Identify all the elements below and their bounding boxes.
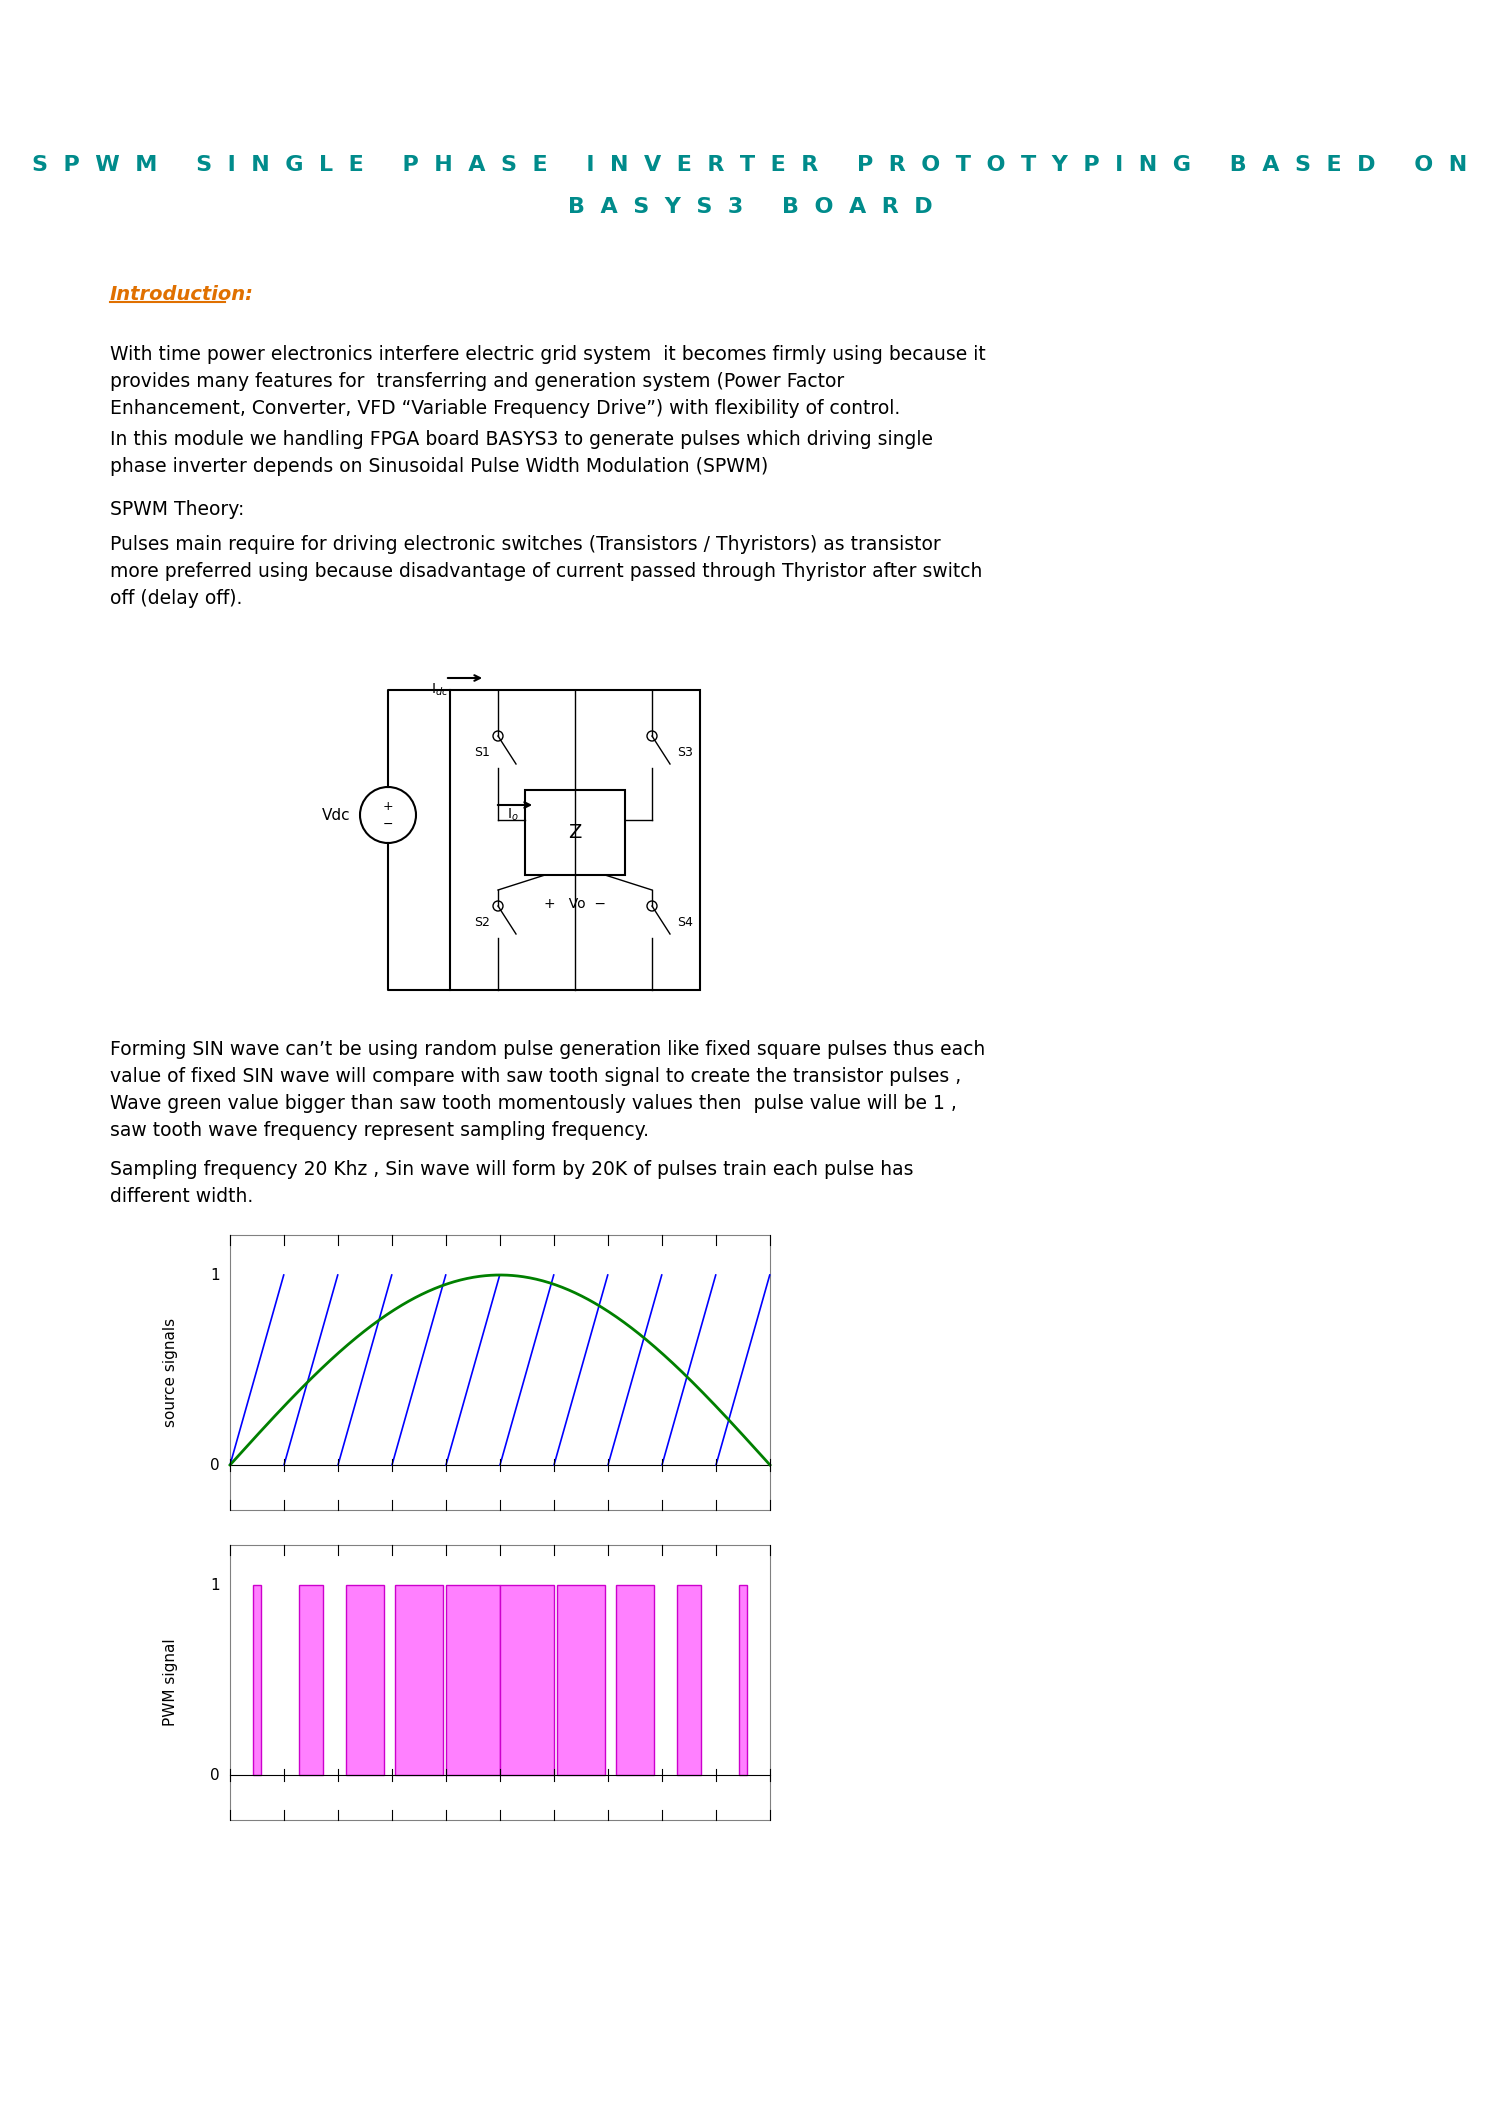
Bar xyxy=(501,1585,554,1774)
Text: phase inverter depends on Sinusoidal Pulse Width Modulation (SPWM): phase inverter depends on Sinusoidal Pul… xyxy=(110,456,768,475)
Text: In this module we handling FPGA board BASYS3 to generate pulses which driving si: In this module we handling FPGA board BA… xyxy=(110,431,933,450)
Text: 0: 0 xyxy=(210,1458,220,1473)
Text: S1: S1 xyxy=(474,747,490,760)
Bar xyxy=(556,1585,604,1774)
Text: off (delay off).: off (delay off). xyxy=(110,590,243,609)
Bar xyxy=(254,1585,261,1774)
Bar xyxy=(525,789,626,874)
Bar xyxy=(450,690,700,991)
Bar xyxy=(676,1585,702,1774)
Text: B  A  S  Y  S  3     B  O  A  R  D: B A S Y S 3 B O A R D xyxy=(567,197,933,216)
Text: Introduction:: Introduction: xyxy=(110,284,254,303)
Text: different width.: different width. xyxy=(110,1186,254,1205)
Text: +   Vo  −: + Vo − xyxy=(544,898,606,910)
Text: 1: 1 xyxy=(210,1267,220,1282)
Text: Sampling frequency 20 Khz , Sin wave will form by 20K of pulses train each pulse: Sampling frequency 20 Khz , Sin wave wil… xyxy=(110,1161,914,1180)
Text: Z: Z xyxy=(568,823,582,842)
Text: −: − xyxy=(382,817,393,830)
Bar xyxy=(447,1585,500,1774)
Text: Vdc: Vdc xyxy=(321,808,350,823)
Bar xyxy=(616,1585,654,1774)
Text: Wave green value bigger than saw tooth momentously values then  pulse value will: Wave green value bigger than saw tooth m… xyxy=(110,1095,957,1114)
Text: value of fixed SIN wave will compare with saw tooth signal to create the transis: value of fixed SIN wave will compare wit… xyxy=(110,1067,962,1086)
Bar xyxy=(394,1585,442,1774)
Text: S  P  W  M     S  I  N  G  L  E     P  H  A  S  E     I  N  V  E  R  T  E  R    : S P W M S I N G L E P H A S E I N V E R … xyxy=(33,155,1467,174)
Text: With time power electronics interfere electric grid system  it becomes firmly us: With time power electronics interfere el… xyxy=(110,346,986,365)
Bar xyxy=(740,1585,747,1774)
Text: provides many features for  transferring and generation system (Power Factor: provides many features for transferring … xyxy=(110,371,844,390)
Text: I$_{dc}$: I$_{dc}$ xyxy=(430,681,448,698)
Text: source signals: source signals xyxy=(162,1318,177,1428)
Text: SPWM Theory:: SPWM Theory: xyxy=(110,501,245,520)
Text: Pulses main require for driving electronic switches (Transistors / Thyristors) a: Pulses main require for driving electron… xyxy=(110,535,941,554)
Text: S2: S2 xyxy=(474,917,490,929)
Text: PWM signal: PWM signal xyxy=(162,1638,177,1727)
Text: +: + xyxy=(382,800,393,813)
Bar xyxy=(298,1585,324,1774)
Text: 0: 0 xyxy=(210,1768,220,1782)
Text: more preferred using because disadvantage of current passed through Thyristor af: more preferred using because disadvantag… xyxy=(110,562,983,581)
Text: saw tooth wave frequency represent sampling frequency.: saw tooth wave frequency represent sampl… xyxy=(110,1120,650,1140)
Text: I$_o$: I$_o$ xyxy=(507,806,519,823)
Text: S4: S4 xyxy=(676,917,693,929)
Text: Forming SIN wave can’t be using random pulse generation like fixed square pulses: Forming SIN wave can’t be using random p… xyxy=(110,1040,986,1059)
Text: S3: S3 xyxy=(676,747,693,760)
Text: 1: 1 xyxy=(210,1577,220,1592)
Text: Enhancement, Converter, VFD “Variable Frequency Drive”) with flexibility of cont: Enhancement, Converter, VFD “Variable Fr… xyxy=(110,399,900,418)
Bar xyxy=(346,1585,384,1774)
